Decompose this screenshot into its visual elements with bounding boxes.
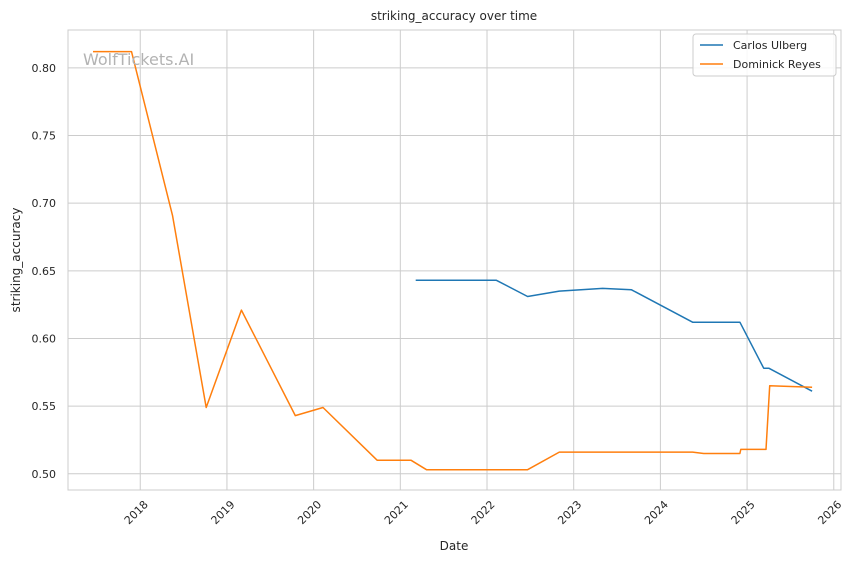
legend: Carlos Ulberg Dominick Reyes xyxy=(692,33,837,77)
x-tick-label: 2019 xyxy=(209,498,238,527)
x-tick-label: 2025 xyxy=(729,498,758,527)
series-layer xyxy=(93,50,813,471)
x-tick-label: 2023 xyxy=(555,498,584,527)
x-tick-label: 2026 xyxy=(815,498,844,527)
x-tick-label: 2020 xyxy=(295,498,324,527)
y-tick-label: 0.80 xyxy=(32,62,57,75)
y-axis-label: striking_accuracy xyxy=(9,208,23,313)
legend-label-carlos-ulberg: Carlos Ulberg xyxy=(733,39,807,52)
x-axis-ticks: 2018 2019 2020 2021 2022 2023 2024 2025 2026 xyxy=(122,498,845,527)
y-tick-label: 0.50 xyxy=(32,468,57,481)
x-tick-label: 2018 xyxy=(122,498,151,527)
series-line-carlos-ulberg xyxy=(415,279,813,392)
y-tick-label: 0.65 xyxy=(32,265,57,278)
x-tick-label: 2022 xyxy=(469,498,498,527)
legend-box xyxy=(692,33,837,77)
y-tick-label: 0.75 xyxy=(32,130,57,143)
y-tick-label: 0.55 xyxy=(32,400,57,413)
plot-area xyxy=(67,29,842,491)
grid xyxy=(68,30,841,490)
y-axis-ticks: 0.50 0.55 0.60 0.65 0.70 0.75 0.80 xyxy=(32,62,57,481)
y-tick-label: 0.60 xyxy=(32,332,57,345)
series-line-dominick-reyes xyxy=(93,50,813,471)
x-axis-label: Date xyxy=(440,539,469,553)
legend-label-dominick-reyes: Dominick Reyes xyxy=(733,58,821,71)
watermark: WolfTickets.AI xyxy=(83,50,194,69)
y-tick-label: 0.70 xyxy=(32,197,57,210)
chart-title: striking_accuracy over time xyxy=(371,9,537,23)
x-tick-label: 2024 xyxy=(642,498,671,527)
x-tick-label: 2021 xyxy=(382,498,411,527)
